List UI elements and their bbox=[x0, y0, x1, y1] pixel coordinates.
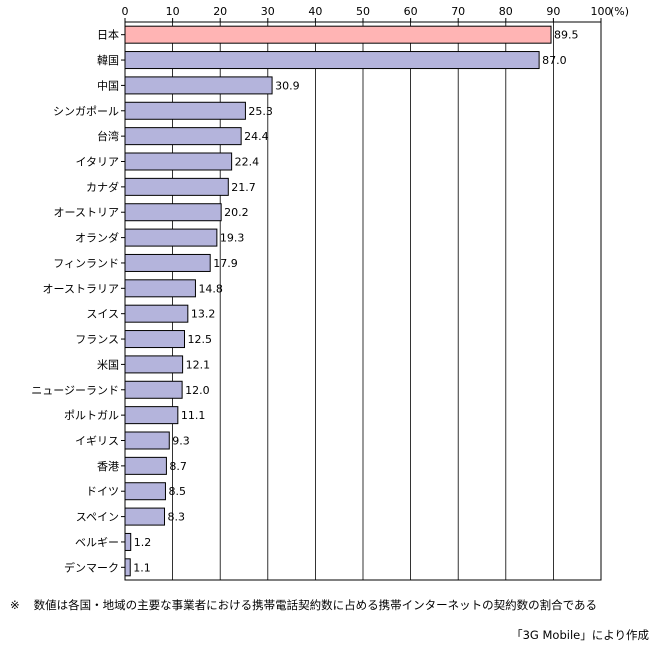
x-unit-label: (%) bbox=[610, 5, 629, 18]
value-labels: 89.5 87.0 30.925.3 24.4 22.4 21.7 20.2 19.3 17.9… bbox=[133, 29, 578, 575]
data-label: 25.3 bbox=[248, 105, 272, 118]
data-label: 1.1 bbox=[133, 561, 151, 574]
bar bbox=[124, 406, 179, 425]
x-tick-label: 60 bbox=[404, 5, 418, 18]
footnote: ※ 数値は各国・地域の主要な事業者における携帯電話契約数に占める携帯インターネット… bbox=[10, 597, 597, 613]
x-tick-label: 40 bbox=[308, 5, 322, 18]
bar bbox=[124, 558, 131, 577]
bar bbox=[124, 279, 196, 298]
category-label: 台湾 bbox=[97, 129, 119, 143]
data-label: 12.1 bbox=[186, 358, 211, 371]
bar bbox=[124, 330, 185, 349]
category-label: 香港 bbox=[97, 460, 119, 473]
data-label: 14.8 bbox=[198, 282, 223, 295]
category-label: ポルトガル bbox=[64, 409, 119, 422]
category-label: オランダ bbox=[75, 231, 119, 245]
data-label: 11.1 bbox=[181, 409, 206, 422]
category-label: フィンランド bbox=[53, 257, 119, 270]
plot-frame bbox=[124, 21, 602, 581]
category-label: スペイン bbox=[76, 511, 119, 524]
category-label: フランス bbox=[75, 333, 119, 346]
bar bbox=[124, 532, 132, 551]
category-label: ドイツ bbox=[86, 485, 119, 498]
category-label: スイス bbox=[86, 308, 119, 321]
category-label: デンマーク bbox=[64, 560, 119, 574]
x-tick-label: 100 bbox=[591, 5, 612, 18]
data-label: 87.0 bbox=[542, 54, 567, 67]
category-label: オーストリア bbox=[54, 206, 119, 219]
data-label: 9.3 bbox=[172, 435, 190, 448]
data-label: 17.9 bbox=[213, 257, 238, 270]
category-label: ベルギー bbox=[75, 536, 119, 549]
x-tick-label: 30 bbox=[261, 5, 275, 18]
data-label: 8.5 bbox=[168, 485, 186, 498]
x-tick-label: 70 bbox=[451, 5, 465, 18]
bar bbox=[124, 152, 233, 171]
category-label: ニュージーランド bbox=[31, 384, 119, 397]
bar bbox=[124, 51, 540, 70]
category-label: イギリス bbox=[75, 435, 119, 448]
category-labels: 日本韓国中国シンガポール台湾イタリアカナダオーストリアオランダフィンランドオース… bbox=[31, 28, 125, 574]
data-label: 1.2 bbox=[134, 536, 152, 549]
category-label: 日本 bbox=[97, 28, 119, 42]
data-label: 8.7 bbox=[169, 460, 187, 473]
data-label: 19.3 bbox=[220, 232, 245, 245]
data-label: 20.2 bbox=[224, 206, 249, 219]
category-label: オーストラリア bbox=[43, 282, 119, 295]
data-label: 24.4 bbox=[244, 130, 268, 143]
bar bbox=[124, 482, 166, 501]
data-label: 12.0 bbox=[185, 384, 210, 397]
x-axis-ticks: 0 10 20 30 40 50 60 70 80 90 100(%) bbox=[122, 5, 629, 22]
x-tick-label: 80 bbox=[499, 5, 513, 18]
category-label: 米国 bbox=[97, 358, 119, 371]
bar-chart: 0 10 20 30 40 50 60 70 80 90 100(%) 日本韓国中国シンガポール台湾… bbox=[31, 5, 629, 581]
bar bbox=[124, 25, 552, 44]
category-label: 中国 bbox=[97, 79, 119, 92]
bar bbox=[124, 431, 170, 450]
bar bbox=[124, 355, 184, 374]
bar bbox=[124, 203, 222, 222]
x-tick-label: 10 bbox=[166, 5, 180, 18]
bar bbox=[124, 76, 273, 95]
footnote-text: 数値は各国・地域の主要な事業者における携帯電話契約数に占める携帯インターネットの… bbox=[33, 598, 598, 612]
bar bbox=[124, 507, 166, 526]
data-label: 30.9 bbox=[275, 79, 300, 92]
category-label: イタリア bbox=[75, 156, 119, 169]
source-note: 「3G Mobile」により作成 bbox=[511, 628, 649, 642]
data-label: 22.4 bbox=[235, 156, 260, 169]
bar bbox=[124, 177, 229, 196]
data-label: 13.2 bbox=[191, 308, 216, 321]
bar bbox=[124, 127, 242, 146]
x-tick-label: 50 bbox=[356, 5, 370, 18]
bars bbox=[124, 25, 552, 577]
data-label: 12.5 bbox=[188, 333, 213, 346]
category-label: 韓国 bbox=[97, 54, 119, 67]
x-tick-label: 90 bbox=[546, 5, 560, 18]
x-tick-label: 20 bbox=[213, 5, 227, 18]
bar bbox=[124, 101, 246, 120]
bar bbox=[124, 228, 218, 247]
data-label: 21.7 bbox=[231, 181, 256, 194]
bar bbox=[124, 380, 183, 399]
category-label: カナダ bbox=[86, 180, 119, 194]
category-label: シンガポール bbox=[53, 105, 119, 118]
bar bbox=[124, 253, 211, 272]
data-label: 89.5 bbox=[554, 29, 579, 42]
data-label: 8.3 bbox=[168, 511, 186, 524]
bar bbox=[124, 456, 167, 475]
footnote-mark: ※ bbox=[10, 598, 20, 612]
bar bbox=[124, 304, 189, 323]
x-tick-label: 0 bbox=[122, 5, 129, 18]
